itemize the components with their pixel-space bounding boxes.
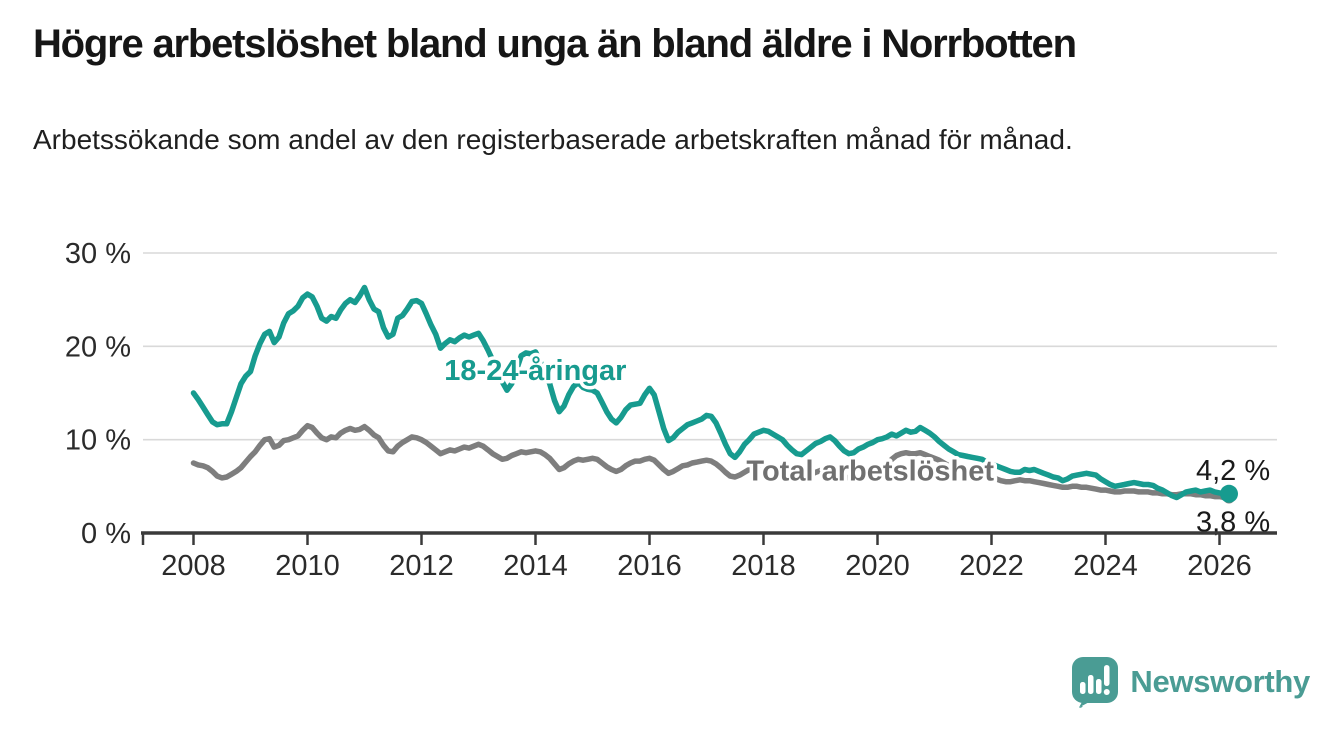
series-lines	[190, 284, 1232, 501]
y-axis-labels: 0 % 10 % 20 % 30 %	[65, 238, 131, 550]
chart-subtitle: Arbetssökande som andel av den registerb…	[33, 124, 1073, 155]
series-label-total: Total arbetslöshet	[746, 456, 994, 488]
x-axis: 2008 2010 2012 2014 2016 2018 2020 2022 2024 2026	[141, 531, 1277, 582]
series-line-total	[190, 422, 1232, 501]
newsworthy-logo-icon	[1072, 657, 1119, 708]
x-tick-label-2016: 2016	[617, 550, 682, 582]
x-tick-label-2024: 2024	[1073, 550, 1138, 582]
x-tick-label-2018: 2018	[731, 550, 796, 582]
series-label-young: 18-24-åringar	[444, 355, 626, 387]
page-title: Högre arbetslöshet bland unga än bland ä…	[33, 22, 1077, 66]
series-line-young	[190, 284, 1232, 501]
x-tick-label-2012: 2012	[389, 550, 454, 582]
x-tick-label-2022: 2022	[959, 550, 1024, 582]
y-tick-label-30: 30 %	[65, 238, 131, 270]
newsworthy-logo: Newsworthy	[1071, 656, 1310, 708]
newsworthy-logo-text: Newsworthy	[1130, 664, 1310, 699]
x-tick-label-2020: 2020	[845, 550, 910, 582]
gridlines	[143, 252, 1277, 441]
x-tick-label-2026: 2026	[1187, 550, 1252, 582]
y-tick-label-20: 20 %	[65, 331, 131, 363]
x-tick-label-2014: 2014	[503, 550, 568, 582]
x-tick-label-2008: 2008	[161, 550, 226, 582]
y-tick-label-0: 0 %	[81, 518, 131, 550]
x-tick-label-2010: 2010	[275, 550, 340, 582]
y-tick-label-10: 10 %	[65, 425, 131, 457]
end-value-label-young: 4,2 %	[1196, 455, 1270, 487]
series-end-dot-young	[1219, 484, 1238, 503]
